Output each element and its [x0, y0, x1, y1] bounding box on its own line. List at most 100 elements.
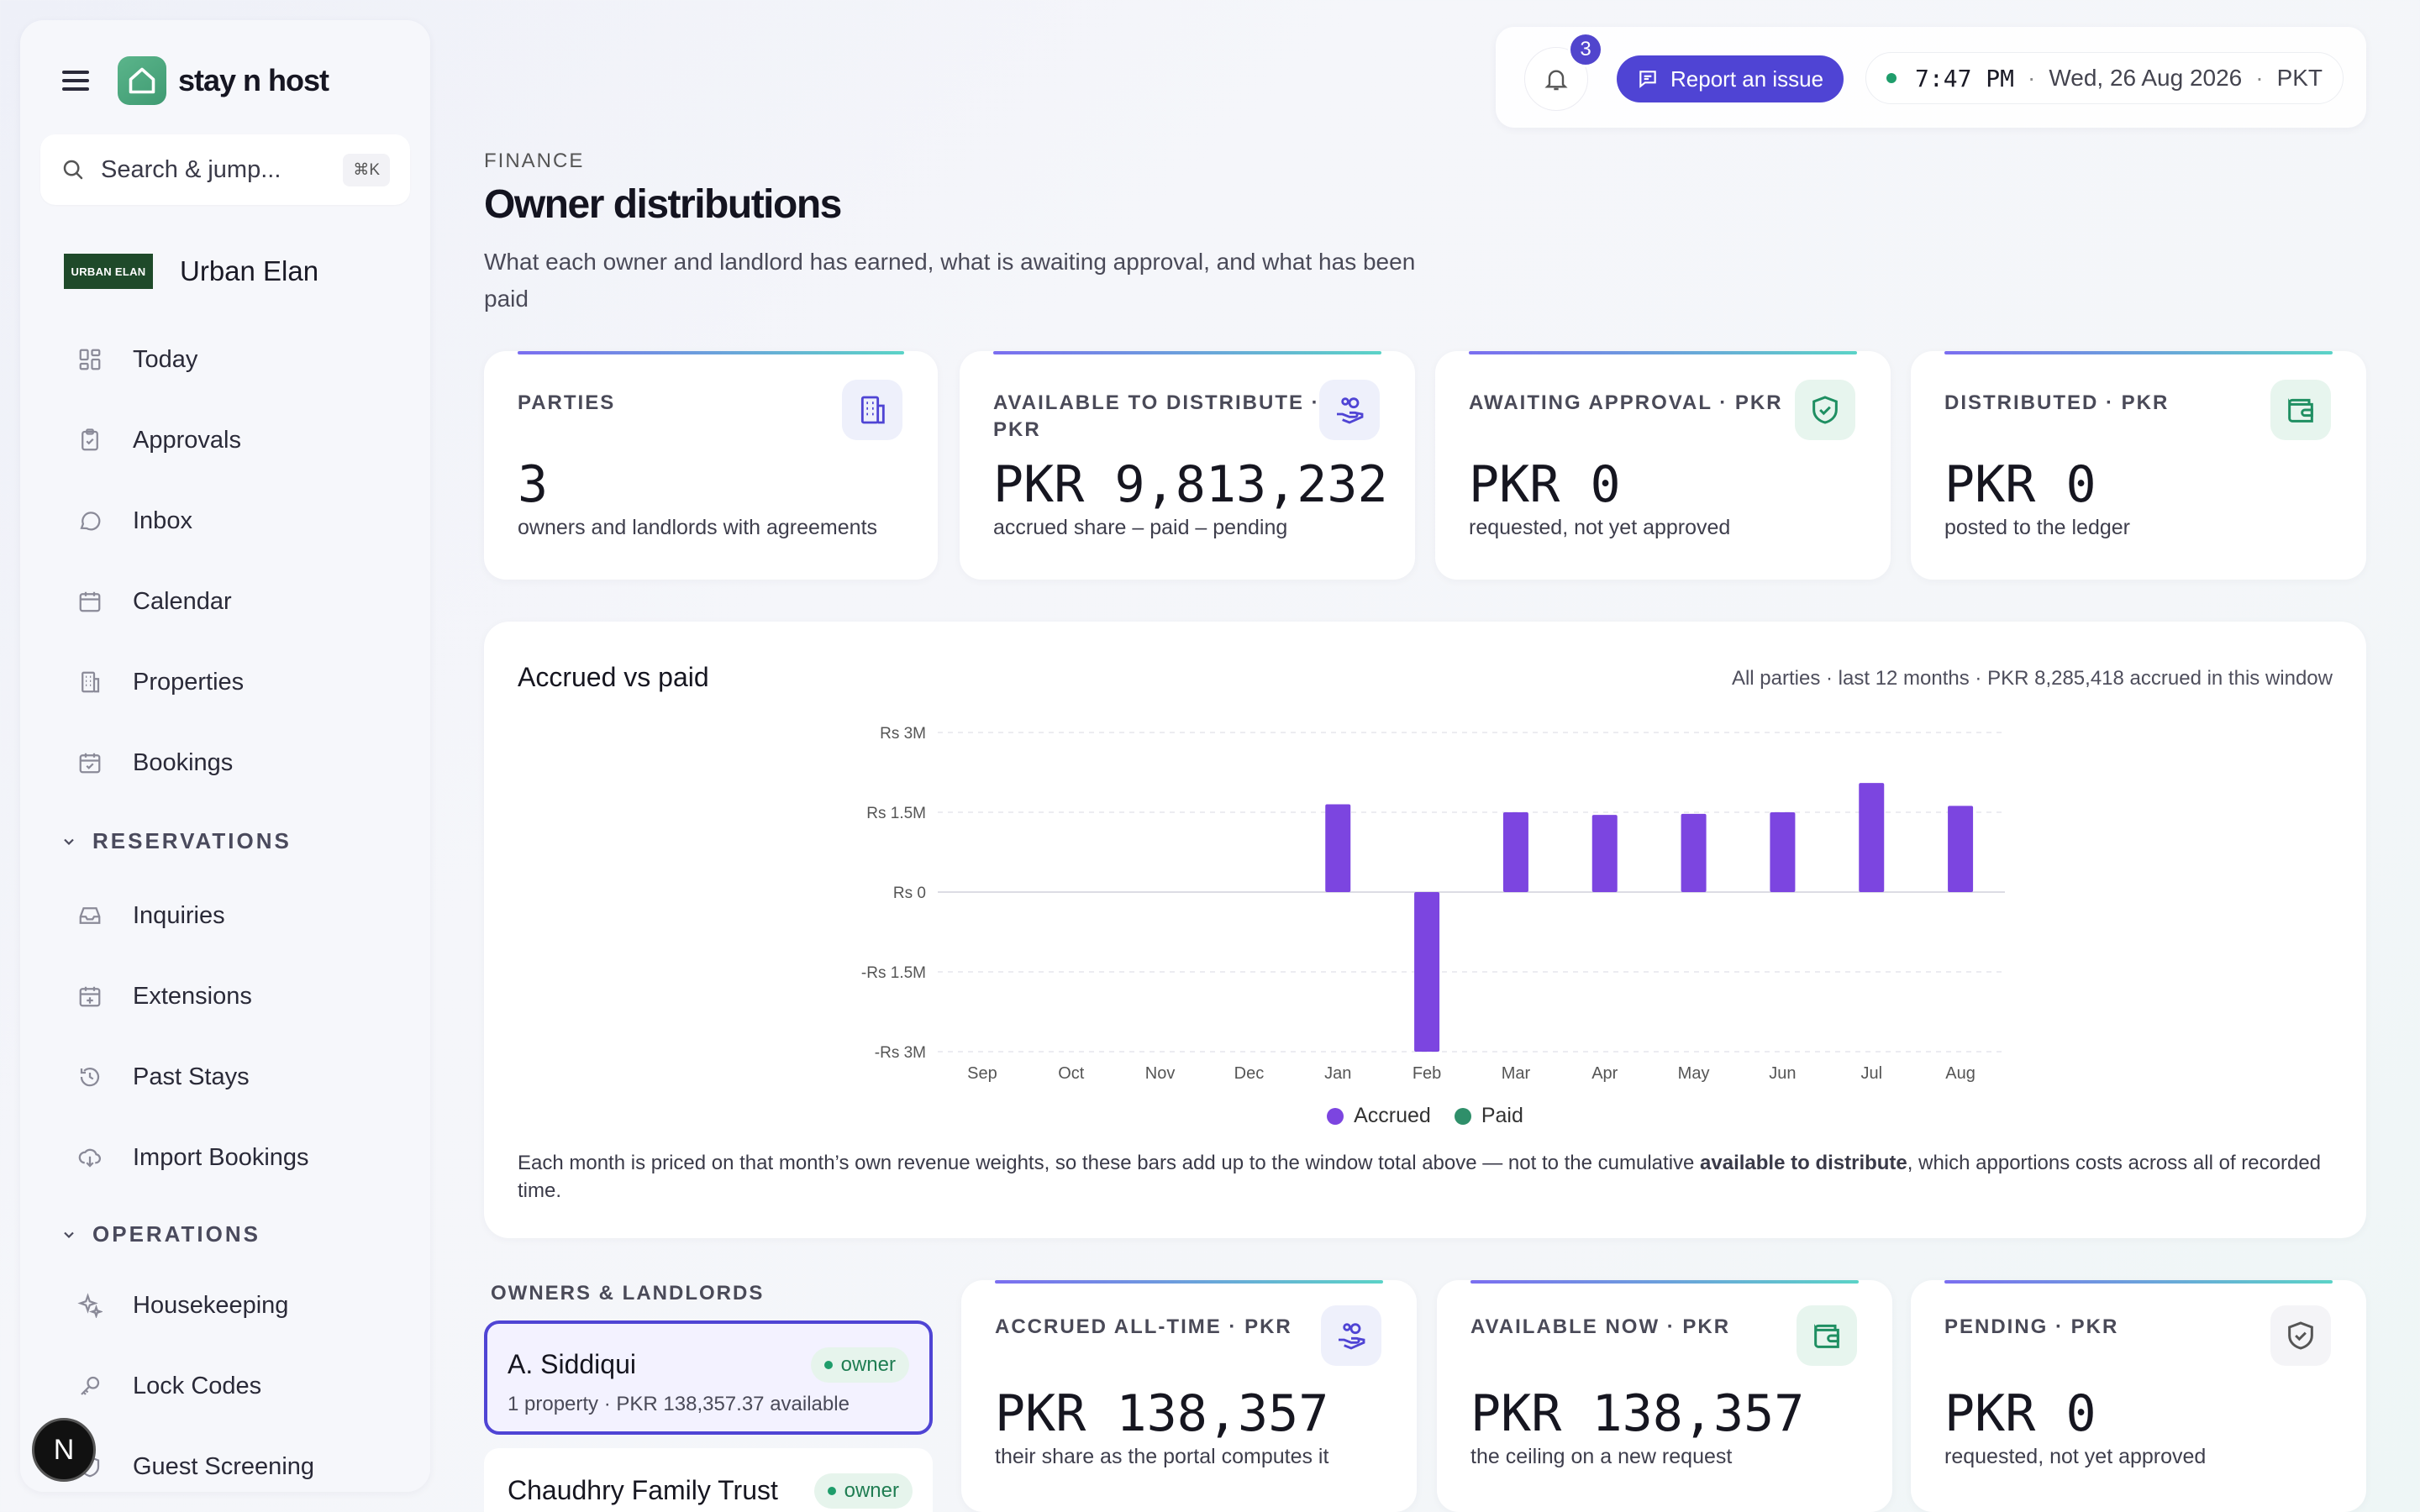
kpi-label: PENDING · PKR — [1944, 1315, 2119, 1338]
owners-section-label: OWNERS & LANDLORDS — [491, 1282, 765, 1305]
owner-name: Chaudhry Family Trust — [508, 1475, 778, 1505]
y-tick-label: Rs 3M — [880, 725, 926, 743]
owner-kpi-accrued: ACCRUED ALL-TIME · PKR PKR 138,357 their… — [961, 1280, 1417, 1512]
chart-footnote: Each month is priced on that month’s own… — [518, 1152, 2322, 1202]
clock-time: 7:47 PM — [1915, 64, 2015, 92]
bar-accrued — [1948, 806, 1974, 892]
sidebar-item-properties[interactable]: Properties — [76, 657, 244, 707]
legend-item-accrued[interactable]: Accrued — [1327, 1104, 1431, 1128]
kpi-value: PKR 9,813,232 — [993, 455, 1388, 514]
status-bar: 3 Report an issue 7:47 PM · Wed, 26 Aug … — [1496, 27, 2366, 128]
online-indicator — [1886, 73, 1897, 83]
legend-item-paid[interactable]: Paid — [1454, 1104, 1523, 1128]
legend-swatch — [1454, 1107, 1471, 1125]
notification-count-badge: 3 — [1568, 32, 1603, 67]
section-operations[interactable]: OPERATIONS — [60, 1221, 260, 1247]
owner-list-item[interactable]: Chaudhry Family Trust owner — [484, 1448, 933, 1512]
x-tick-label: Feb — [1413, 1064, 1441, 1083]
hand-coins-icon — [1321, 1305, 1381, 1366]
org-switcher[interactable]: URBAN ELAN Urban Elan — [64, 254, 318, 289]
kpi-subtext: requested, not yet approved — [1944, 1445, 2207, 1468]
sidebar-item-housekeeping[interactable]: Housekeeping — [76, 1280, 288, 1331]
kpi-label: DISTRIBUTED · PKR — [1944, 391, 2170, 414]
separator: · — [2255, 65, 2264, 91]
calendar-check-icon — [76, 748, 104, 777]
card-accent — [518, 351, 904, 354]
chevron-down-icon — [64, 1231, 74, 1238]
menu-icon[interactable] — [62, 71, 89, 91]
x-tick-label: Aug — [1945, 1064, 1975, 1083]
sidebar-item-inbox[interactable]: Inbox — [76, 496, 192, 546]
shield-check-icon — [2270, 1305, 2331, 1366]
sidebar-item-extensions[interactable]: Extensions — [76, 971, 252, 1021]
y-tick-label: Rs 0 — [893, 885, 926, 902]
sidebar-item-label: Lock Codes — [133, 1372, 262, 1399]
kpi-value: PKR 0 — [1944, 1384, 2096, 1443]
hand-coins-icon — [1319, 380, 1380, 440]
bar-accrued — [1325, 804, 1351, 892]
grid-icon — [76, 345, 104, 374]
kpi-subtext: the ceiling on a new request — [1470, 1445, 1733, 1468]
x-tick-label: Sep — [967, 1064, 997, 1083]
sidebar-item-label: Inbox — [133, 507, 192, 534]
card-accent — [1944, 351, 2333, 354]
sidebar-item-label: Inquiries — [133, 901, 225, 929]
section-reservations[interactable]: RESERVATIONS — [60, 828, 292, 854]
kpi-subtext: posted to the ledger — [1944, 516, 2130, 539]
chart-meta: All parties · last 12 months · PKR 8,285… — [1731, 667, 2333, 690]
wallet-icon — [1797, 1305, 1857, 1366]
sidebar-item-label: Calendar — [133, 587, 232, 615]
sidebar-item-label: Housekeeping — [133, 1291, 289, 1319]
sidebar-item-import-bookings[interactable]: Import Bookings — [76, 1132, 309, 1183]
calendar-plus-icon — [76, 982, 104, 1011]
card-accent — [1470, 1280, 1859, 1284]
user-avatar[interactable]: N — [32, 1418, 96, 1482]
app-logo-icon — [118, 56, 166, 105]
sidebar-item-bookings[interactable]: Bookings — [76, 738, 233, 788]
kpi-subtext: their share as the portal computes it — [995, 1445, 1329, 1468]
card-accent — [995, 1280, 1383, 1284]
owner-kpi-pending: PENDING · PKR PKR 0 requested, not yet a… — [1911, 1280, 2366, 1512]
sidebar: stay n host Search & jump... ⌘K URBAN EL… — [20, 20, 430, 1492]
sidebar-item-label: Past Stays — [133, 1063, 250, 1090]
legend-label: Accrued — [1354, 1104, 1431, 1127]
search-shortcut: ⌘K — [343, 153, 390, 186]
page-title: Owner distributions — [484, 182, 842, 227]
kpi-value: 3 — [518, 455, 549, 514]
kpi-subtext: accrued share – paid – pending — [993, 516, 1288, 539]
bar-accrued — [1681, 813, 1707, 892]
cloud-download-icon — [76, 1143, 104, 1172]
kpi-subtext: owners and landlords with agreements — [518, 516, 878, 539]
x-tick-label: Dec — [1234, 1064, 1265, 1083]
sidebar-item-label: Import Bookings — [133, 1143, 309, 1171]
sidebar-item-lock-codes[interactable]: Lock Codes — [76, 1361, 261, 1411]
sidebar-item-past-stays[interactable]: Past Stays — [76, 1052, 250, 1102]
y-tick-label: -Rs 1.5M — [861, 964, 926, 982]
page-eyebrow: FINANCE — [484, 150, 585, 172]
sidebar-item-today[interactable]: Today — [76, 334, 197, 385]
search-input[interactable]: Search & jump... ⌘K — [40, 134, 410, 205]
report-issue-button[interactable]: Report an issue — [1617, 55, 1844, 102]
shield-check-icon — [1795, 380, 1855, 440]
owner-list-item[interactable]: A. Siddiqui owner 1 property · PKR 138,3… — [484, 1320, 933, 1435]
separator: · — [2028, 65, 2036, 91]
chart-legend: Accrued Paid — [484, 1104, 2366, 1128]
clock-date: Wed, 26 Aug 2026 — [2049, 65, 2243, 91]
x-tick-label: Mar — [1502, 1064, 1531, 1083]
x-tick-label: Oct — [1058, 1064, 1085, 1083]
sidebar-item-calendar[interactable]: Calendar — [76, 576, 232, 627]
sidebar-item-guest-screening[interactable]: Guest Screening — [76, 1441, 314, 1492]
kpi-awaiting-approval: AWAITING APPROVAL · PKR PKR 0 requested,… — [1435, 351, 1891, 580]
kpi-label: ACCRUED ALL-TIME · PKR — [995, 1315, 1292, 1338]
legend-label: Paid — [1481, 1104, 1523, 1127]
kpi-label: AWAITING APPROVAL · PKR — [1469, 391, 1783, 414]
bell-icon — [1544, 70, 1568, 91]
accrued-vs-paid-chart: Accrued vs paid All parties · last 12 mo… — [484, 622, 2366, 1238]
clipboard-icon — [76, 426, 104, 454]
sidebar-item-approvals[interactable]: Approvals — [76, 415, 241, 465]
sidebar-item-label: Today — [133, 345, 198, 373]
sidebar-item-inquiries[interactable]: Inquiries — [76, 890, 225, 941]
chart-title: Accrued vs paid — [518, 662, 709, 692]
sidebar-item-label: Extensions — [133, 982, 252, 1010]
card-accent — [1944, 1280, 2333, 1284]
